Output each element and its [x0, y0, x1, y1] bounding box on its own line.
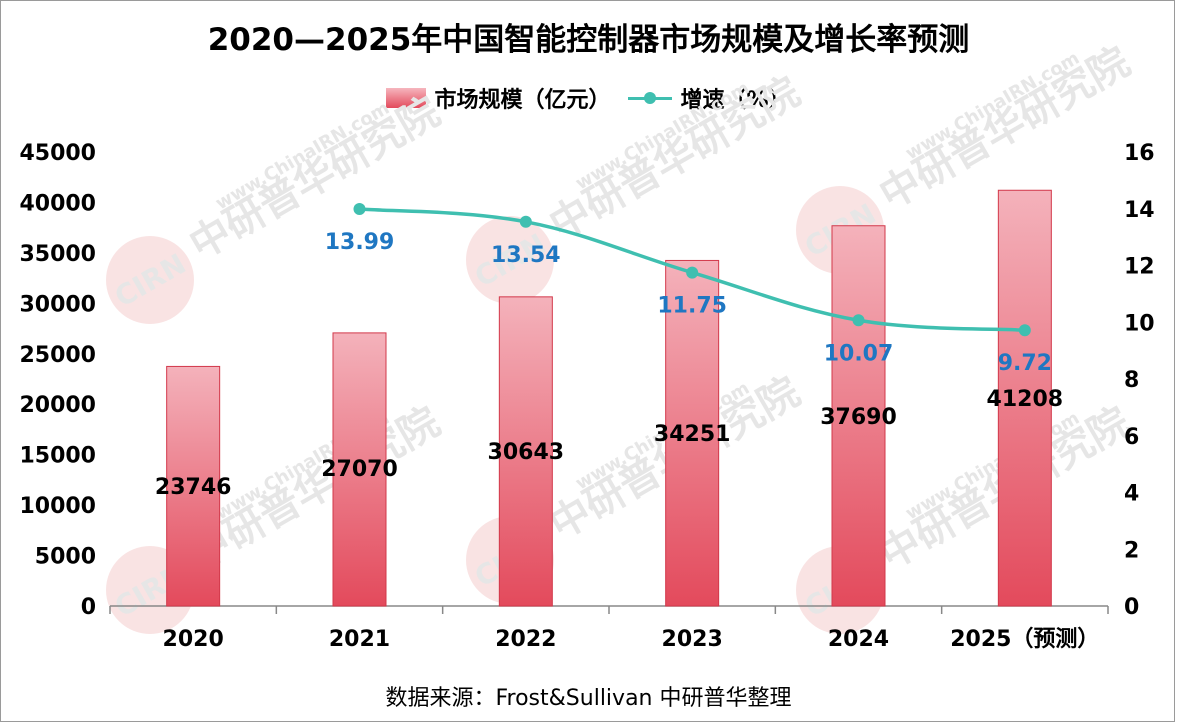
bar-value-label: 41208: [987, 387, 1064, 412]
y-right-tick-label: 10: [1124, 311, 1155, 336]
growth-value-label: 10.07: [824, 341, 894, 366]
x-tick-label: 2022: [495, 627, 556, 652]
bar-value-label: 37690: [820, 405, 897, 430]
legend-swatch-bar: [386, 88, 427, 108]
legend-item-growth: 增速（%）: [628, 82, 791, 114]
bar: [166, 365, 221, 607]
y-right-tick-label: 4: [1124, 482, 1139, 507]
bar-value-label: 23746: [155, 475, 232, 500]
bar: [831, 225, 886, 607]
growth-value-label: 13.99: [325, 230, 395, 255]
bar-value-label: 34251: [654, 422, 731, 447]
legend-item-market-size: 市场规模（亿元）: [386, 82, 610, 114]
bar-value-label: 27070: [321, 457, 398, 482]
y-left-tick-label: 30000: [19, 292, 96, 317]
y-left-tick-label: 20000: [19, 393, 96, 418]
growth-value-label: 11.75: [657, 294, 727, 319]
y-left-tick-label: 10000: [19, 494, 96, 519]
y-right-tick-label: 2: [1124, 538, 1139, 563]
growth-value-label: 9.72: [998, 351, 1052, 376]
y-left-tick-label: 15000: [19, 444, 96, 469]
bar-series: [166, 189, 1052, 607]
chart-title: 2020—2025年中国智能控制器市场规模及增长率预测: [207, 22, 970, 58]
watermark-layer: CIRN中研普华研究院www.ChinaIRN.comCIRN中研普华研究院ww…: [106, 39, 1137, 634]
growth-point: [353, 203, 366, 216]
bar: [997, 189, 1052, 607]
y-left-tick-label: 45000: [19, 141, 96, 166]
watermark-logo-circle: [106, 236, 194, 324]
x-tick-label: 2020: [163, 627, 224, 652]
x-tick-label: 2024: [828, 627, 889, 652]
line-series: [353, 203, 1031, 337]
legend-label-market-size: 市场规模（亿元）: [434, 88, 611, 113]
y-right-tick-label: 14: [1124, 198, 1155, 223]
y-left-tick-label: 35000: [19, 242, 96, 267]
bar-value-label: 30643: [488, 440, 565, 465]
y-left-tick-label: 5000: [35, 545, 96, 570]
growth-point: [1018, 324, 1031, 337]
legend-label-growth: 增速（%）: [680, 88, 791, 113]
y-left-tick-label: 25000: [19, 343, 96, 368]
legend: 市场规模（亿元） 增速（%）: [0, 82, 1177, 114]
growth-point: [519, 215, 532, 228]
y-right-tick-label: 12: [1124, 255, 1155, 280]
data-labels: 23746 27070 30643 34251 37690 41208 13.99 13.54…: [155, 230, 1063, 500]
x-tick-label: 2025（预测）: [950, 627, 1099, 652]
legend-swatch-line: [628, 88, 673, 108]
bar: [332, 332, 387, 607]
y-right-tick-label: 8: [1124, 368, 1139, 393]
bar: [498, 296, 553, 607]
source-note: 数据来源：Frost&Sullivan 中研普华整理: [385, 686, 792, 711]
watermark-logo-circle: [466, 216, 554, 304]
growth-point: [852, 314, 865, 327]
y-left-tick-label: 40000: [19, 191, 96, 216]
y-left-tick-label: 0: [81, 595, 96, 620]
watermark-brand-text: 中研普华研究院: [182, 89, 447, 269]
axes: 0 5000 10000 15000 20000 25000 30000 35000 40000…: [19, 141, 1154, 652]
x-tick-label: 2023: [662, 627, 723, 652]
growth-point: [686, 266, 699, 279]
y-right-tick-label: 16: [1124, 141, 1155, 166]
y-right-tick-label: 6: [1124, 425, 1139, 450]
watermark-brand-text: 中研普华研究院: [542, 69, 807, 249]
growth-value-label: 13.54: [491, 243, 561, 268]
y-right-tick-label: 0: [1124, 595, 1139, 620]
x-tick-label: 2021: [329, 627, 390, 652]
bar: [665, 259, 720, 607]
